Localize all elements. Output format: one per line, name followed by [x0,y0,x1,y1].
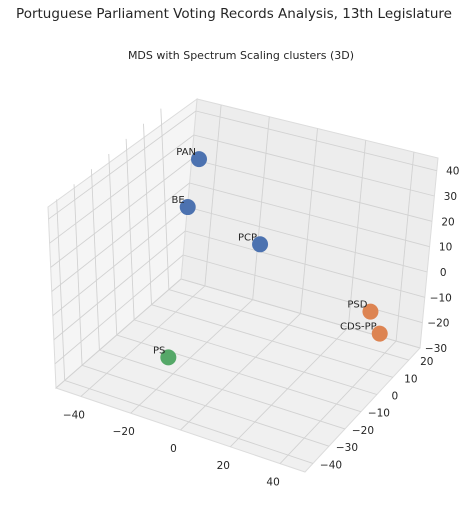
point-pan [191,151,208,168]
gridlines [48,104,437,464]
y-tick-label: 20 [420,356,433,368]
z-gridline-side [53,230,186,341]
y-gridline-side [90,169,100,351]
z-gridline [191,158,433,222]
x-gridline [279,340,397,464]
x-tick-label: −20 [113,426,135,438]
y-gridline-side [73,184,83,366]
z-tick-label: 0 [440,267,447,279]
y-tick-label: 10 [404,373,417,385]
point-label: PS [153,345,165,356]
point-label: BE [172,195,185,206]
data-points: PAN BE PCP PSD CDS-PP PS [153,147,388,366]
z-tick-label: 20 [441,216,454,228]
y-gridline [99,349,346,430]
x-gridline-back [395,152,415,342]
point-pcp [252,236,269,253]
point-label: PCP [238,232,257,243]
y-tick-label: −30 [336,442,358,454]
y-gridline [168,289,409,361]
point-ps [160,349,177,366]
x-gridline-back [300,128,318,314]
z-tick-label: −30 [425,343,447,355]
y-gridline-side [160,108,170,290]
y-gridline [81,364,330,447]
z-tick-label: −10 [430,292,452,304]
y-tick-label: −40 [320,459,342,471]
z-gridline-side [48,110,197,220]
chart-subtitle: MDS with Spectrum Scaling clusters (3D) [128,49,354,62]
y-gridline [133,319,378,395]
point-psd [362,303,379,320]
z-gridline [189,182,430,248]
point-cds-pp [371,325,388,342]
z-gridline-side [50,158,192,268]
z-gridline-side [49,134,195,244]
tick-labels: −40−2002040−40−30−20−1001020−30−20−10010… [63,166,460,489]
y-gridline-side [56,199,66,381]
z-gridline-side [54,254,184,365]
x-tick-label: 0 [170,443,177,455]
y-gridline [151,304,393,378]
y-gridline-side [143,123,152,305]
point-label: PAN [176,147,196,158]
y-tick-label: 0 [392,391,399,403]
y-gridline [64,380,314,464]
z-tick-label: 30 [444,191,457,203]
x-tick-label: 40 [266,477,279,489]
z-gridline [187,206,428,273]
x-gridline [80,285,206,397]
point-label: CDS-PP [340,322,377,333]
x-gridline-back [252,116,270,300]
z-gridline-side [51,182,190,292]
z-gridline-side [55,278,182,389]
point-label: PSD [347,300,367,311]
z-gridline [185,230,425,298]
z-gridline [183,254,423,324]
y-gridline-side [108,153,118,336]
z-gridline-side [52,206,188,316]
y-tick-label: −10 [368,408,390,420]
x-gridline [180,313,301,431]
z-gridline [193,134,435,197]
figure-title: Portuguese Parliament Voting Records Ana… [16,6,452,22]
x-gridline-back [204,104,222,286]
y-gridline [116,334,362,413]
z-tick-label: 10 [439,242,452,254]
point-be [179,199,196,216]
y-tick-label: −20 [352,425,374,437]
x-gridline-back [347,140,367,328]
x-tick-label: −40 [63,409,85,421]
z-tick-label: −20 [427,318,449,330]
x-gridline [229,326,349,448]
x-tick-label: 20 [217,460,230,472]
z-tick-label: 40 [446,166,459,178]
x-gridline [130,299,254,414]
z-gridline [195,110,437,172]
